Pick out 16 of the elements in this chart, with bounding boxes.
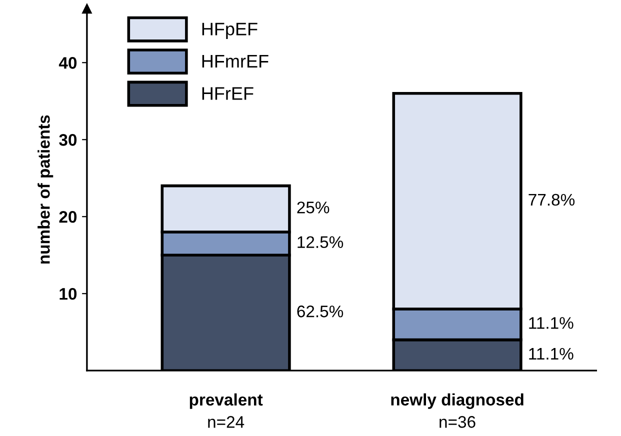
legend-label: HFrEF [202,87,254,100]
annotation: 25% [297,202,330,214]
annotation: 77.8% [528,194,575,206]
annotation: 11.1% [529,348,574,360]
annotation: 11.1% [529,317,574,329]
y-axis-title: number of patients [38,115,54,264]
y-tick-label: 40 [58,57,77,69]
legend-label: HFmrEF [202,55,268,68]
y-tick-label: 30 [59,134,77,146]
y-tick-label: 20 [59,211,77,223]
x-tick-label: prevalent n=24 [190,393,263,428]
annotation: 62.5% [297,306,344,318]
y-tick-label: 10 [60,288,77,300]
x-tick-label: newly diagnosed n=36 [391,393,524,428]
legend-label: HFpEF [202,22,258,39]
annotation: 12.5% [298,236,344,248]
